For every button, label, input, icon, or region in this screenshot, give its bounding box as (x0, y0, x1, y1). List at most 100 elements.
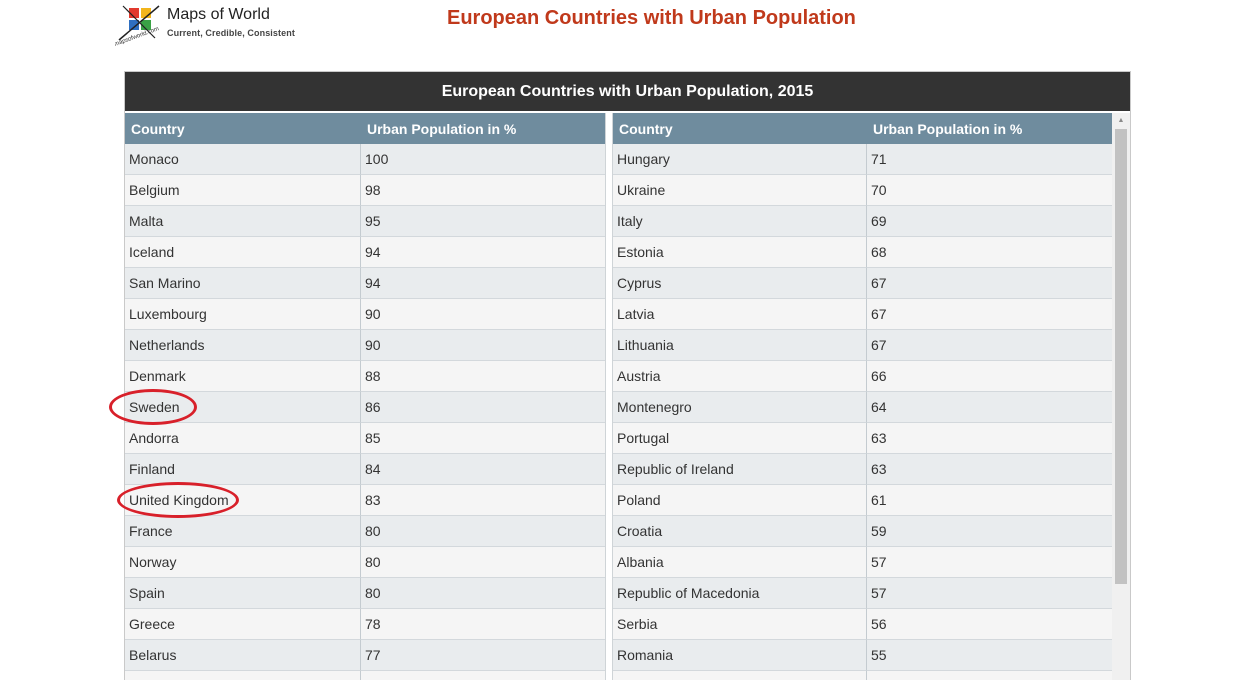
table-row: Albania 57 (613, 547, 1112, 578)
country-cell: Austria (613, 361, 867, 392)
urban-percent-cell: 63 (867, 454, 1112, 485)
country-cell: Serbia (613, 609, 867, 640)
urban-percent-cell: 55 (867, 640, 1112, 671)
urban-percent-cell: 80 (361, 547, 605, 578)
table-row: Estonia 68 (613, 237, 1112, 268)
urban-percent-cell: 56 (867, 609, 1112, 640)
country-cell: France (125, 516, 361, 547)
table-row: Belgium 98 (125, 175, 605, 206)
table-header-left: Country Urban Population in % (125, 113, 605, 144)
urban-percent-cell: 98 (361, 175, 605, 206)
urban-percent-cell: 90 (361, 299, 605, 330)
country-cell: Iceland (125, 237, 361, 268)
country-cell: Malta (125, 206, 361, 237)
country-cell: Lithuania (613, 330, 867, 361)
country-cell: Sweden (125, 392, 361, 423)
table-row: Belarus 77 (125, 640, 605, 671)
table-row: Ukraine 70 (613, 175, 1112, 206)
panel-divider (605, 113, 613, 680)
urban-percent-cell: 86 (361, 392, 605, 423)
table-row: Luxembourg 90 (125, 299, 605, 330)
country-cell: Albania (613, 547, 867, 578)
country-cell: San Marino (125, 268, 361, 299)
header-urban-population: Urban Population in % (873, 120, 1023, 137)
table-row: Portugal 63 (613, 423, 1112, 454)
scroll-thumb[interactable] (1115, 129, 1127, 584)
urban-percent-cell: 64 (867, 392, 1112, 423)
table-body-right: Hungary 71 Ukraine 70 Italy 69 Estonia 68 Cyprus… (613, 144, 1112, 680)
urban-percent-cell: 70 (867, 175, 1112, 206)
table-caption: European Countries with Urban Population… (125, 72, 1130, 111)
country-cell: Portugal (613, 423, 867, 454)
table-row: Andorra 85 (125, 423, 605, 454)
table-body-left: Monaco 100 Belgium 98 Malta 95 Iceland 94 San Ma… (125, 144, 605, 680)
table-row: Romania 55 (613, 640, 1112, 671)
table-row: Republic of Macedonia 57 (613, 578, 1112, 609)
country-cell: Italy (613, 206, 867, 237)
urban-percent-cell: 57 (867, 578, 1112, 609)
country-cell: Monaco (125, 144, 361, 175)
page-title: European Countries with Urban Population (447, 7, 856, 29)
urban-percent-cell: 95 (361, 206, 605, 237)
urban-percent-cell: 84 (361, 454, 605, 485)
country-cell: Latvia (613, 299, 867, 330)
urban-percent-cell: 59 (867, 516, 1112, 547)
urban-percent-cell: 77 (361, 640, 605, 671)
scroll-up-arrow-icon[interactable]: ▲ (1117, 116, 1125, 124)
urban-percent-cell: 66 (867, 361, 1112, 392)
table-row: Montenegro 64 (613, 392, 1112, 423)
table-row: Iceland 94 (125, 237, 605, 268)
urban-population-table: European Countries with Urban Population… (124, 71, 1131, 680)
urban-percent-cell: 90 (361, 330, 605, 361)
table-scrollbar[interactable]: ▲ (1112, 113, 1130, 680)
urban-percent-cell: 78 (361, 609, 605, 640)
logo-brand-text: Maps of World (167, 6, 270, 23)
country-cell (613, 671, 867, 680)
table-row: Norway 80 (125, 547, 605, 578)
country-cell: Denmark (125, 361, 361, 392)
urban-percent-cell: 68 (867, 237, 1112, 268)
table-row: United Kingdom 83 (125, 485, 605, 516)
table-left-panel: Country Urban Population in % Monaco 100 B… (125, 113, 605, 680)
country-cell: Cyprus (613, 268, 867, 299)
urban-percent-cell: 67 (867, 330, 1112, 361)
country-cell: Romania (613, 640, 867, 671)
country-cell: Republic of Ireland (613, 454, 867, 485)
country-cell: Norway (125, 547, 361, 578)
table-row: Austria 66 (613, 361, 1112, 392)
table-row: Sweden 86 (125, 392, 605, 423)
urban-percent-cell: 94 (361, 237, 605, 268)
country-cell: Poland (613, 485, 867, 516)
urban-percent-cell: 94 (361, 268, 605, 299)
table-row (613, 671, 1112, 680)
country-cell: Finland (125, 454, 361, 485)
table-row: Lithuania 67 (613, 330, 1112, 361)
country-cell: Spain (125, 578, 361, 609)
country-cell: Luxembourg (125, 299, 361, 330)
urban-percent-cell: 67 (867, 268, 1112, 299)
country-cell: Montenegro (613, 392, 867, 423)
table-row: France 80 (125, 516, 605, 547)
table-header-right: Country Urban Population in % (613, 113, 1112, 144)
table-right-panel: Country Urban Population in % Hungary 71 U… (613, 113, 1112, 680)
country-cell: Croatia (613, 516, 867, 547)
logo-globe-icon: mapsofworld.com (115, 5, 160, 48)
table-row: Cyprus 67 (613, 268, 1112, 299)
country-cell: Andorra (125, 423, 361, 454)
country-cell: Belgium (125, 175, 361, 206)
table-row: Spain 80 (125, 578, 605, 609)
urban-percent-cell: 80 (361, 516, 605, 547)
table-row: Finland 84 (125, 454, 605, 485)
country-cell: United Kingdom (125, 485, 361, 516)
table-row: Republic of Ireland 63 (613, 454, 1112, 485)
urban-percent-cell: 71 (867, 144, 1112, 175)
urban-percent-cell: 85 (361, 423, 605, 454)
country-cell: Hungary (613, 144, 867, 175)
table-row: Poland 61 (613, 485, 1112, 516)
table-row: Netherlands 90 (125, 330, 605, 361)
country-cell: Ukraine (613, 175, 867, 206)
site-logo[interactable]: mapsofworld.com Maps of World Current, C… (115, 2, 305, 52)
table-row: Monaco 100 (125, 144, 605, 175)
urban-percent-cell: 63 (867, 423, 1112, 454)
urban-percent-cell: 69 (867, 206, 1112, 237)
